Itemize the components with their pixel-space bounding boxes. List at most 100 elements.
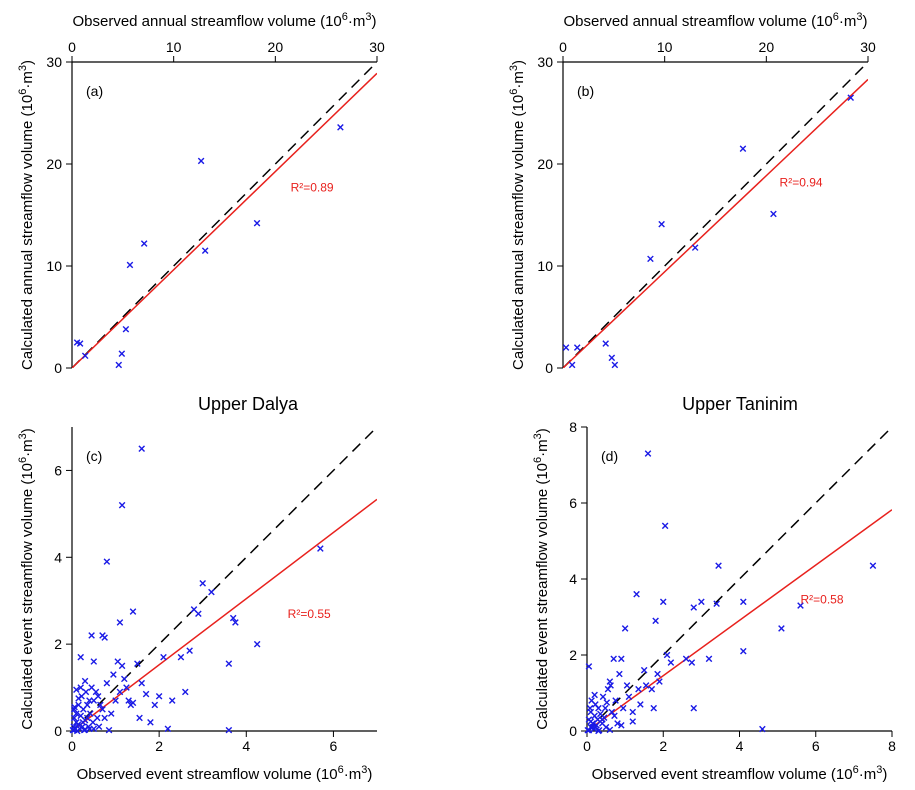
- x-tick-label: 0: [68, 39, 76, 55]
- xlabel-superscript: 6: [342, 11, 348, 23]
- xlabel-unit: ·m: [839, 13, 857, 30]
- data-point: [642, 682, 650, 689]
- data-point: [92, 688, 100, 696]
- data-point: [160, 653, 167, 661]
- data-point: [715, 562, 722, 569]
- xlabel-close: ): [863, 13, 868, 30]
- data-point: [635, 685, 642, 693]
- data-point: [76, 340, 84, 347]
- data-point: [587, 718, 595, 725]
- data-point: [147, 719, 154, 726]
- data-point: [110, 671, 117, 678]
- x-tick-label: 4: [736, 738, 744, 754]
- ylabel-unit: ·m: [19, 71, 36, 89]
- y-tick-label: 0: [54, 360, 62, 376]
- y-tick-label: 6: [54, 462, 62, 478]
- y-tick-label: 8: [569, 419, 577, 435]
- data-point: [232, 619, 239, 626]
- xlabel-unit-superscript: 3: [365, 11, 371, 23]
- data-point: [705, 655, 713, 663]
- x-tick-label: 10: [166, 39, 182, 55]
- data-point: [611, 361, 619, 369]
- x-tick-label: 20: [268, 39, 284, 55]
- data-point: [82, 688, 90, 696]
- panel-label: (d): [601, 448, 618, 464]
- data-point: [186, 647, 193, 654]
- data-point: [690, 704, 698, 712]
- data-point: [129, 699, 137, 707]
- data-point: [608, 354, 616, 362]
- data-point: [616, 670, 623, 678]
- data-point: [115, 361, 123, 369]
- data-point: [654, 670, 661, 678]
- r-squared-label: R²=0.55: [288, 607, 331, 621]
- data-point: [587, 723, 595, 731]
- x-tick-label: 0: [68, 738, 76, 754]
- data-point: [610, 655, 617, 663]
- panel-a: 0 10 20 30 0 10 20 30 Observed annual streamflow…: [17, 11, 385, 376]
- data-point: [201, 247, 209, 254]
- data-point: [107, 710, 115, 717]
- panel-label: (a): [86, 83, 103, 99]
- xlabel-unit: ·m: [348, 13, 366, 30]
- ylabel-close: ): [534, 428, 551, 433]
- x-axis-title: Observed annual streamflow volume (106·m…: [72, 11, 376, 30]
- data-point: [644, 450, 652, 457]
- y-tick-label: 6: [569, 495, 577, 511]
- data-point: [698, 598, 705, 606]
- data-point: [116, 688, 124, 696]
- ylabel-unit-superscript: 3: [532, 433, 544, 439]
- data-point: [229, 614, 237, 622]
- regression-line: [72, 498, 377, 731]
- data-point: [629, 708, 637, 716]
- data-point: [93, 714, 101, 722]
- data-point: [691, 244, 699, 251]
- data-point: [595, 727, 602, 735]
- ylabel-superscript: 6: [508, 89, 520, 95]
- xlabel-unit-superscript: 3: [856, 11, 862, 23]
- data-point: [118, 350, 126, 358]
- data-point: [253, 219, 261, 227]
- data-point: [112, 697, 119, 704]
- data-point: [740, 598, 747, 606]
- data-point: [633, 590, 640, 598]
- data-point: [120, 675, 128, 683]
- regression-line: [563, 78, 868, 368]
- x-tick-label: 10: [657, 39, 673, 55]
- data-point: [585, 663, 593, 670]
- data-point: [797, 602, 804, 609]
- data-point: [608, 708, 616, 716]
- data-point: [73, 710, 80, 717]
- data-point: [599, 693, 607, 701]
- xlabel-close: ): [372, 13, 377, 30]
- y-axis-title: Calculated event streamflow volume (106·…: [532, 428, 551, 730]
- data-point: [663, 651, 671, 659]
- xlabel-superscript: 6: [833, 11, 839, 23]
- data-point: [138, 679, 146, 687]
- data-point: [595, 704, 602, 712]
- xlabel-text: Observed annual streamflow volume (10: [72, 13, 341, 30]
- data-point: [77, 653, 85, 661]
- ylabel-text: Calculated annual streamflow volume (10: [510, 95, 527, 370]
- heading-upper-dalya: Upper Dalya: [198, 394, 299, 414]
- data-point: [197, 157, 205, 165]
- x-tick-label: 30: [860, 39, 876, 55]
- data-point: [129, 608, 137, 615]
- data-point: [73, 686, 80, 694]
- data-point: [118, 501, 126, 509]
- y-tick-label: 30: [46, 54, 62, 70]
- ylabel-text: Calculated event streamflow volume (10: [534, 463, 551, 730]
- y-axis-title: Calculated annual streamflow volume (106…: [508, 60, 527, 370]
- data-point: [847, 94, 855, 101]
- data-point: [604, 685, 612, 693]
- ylabel-unit: ·m: [534, 439, 551, 457]
- panel-b: 0 10 20 30 0 10 20 30 Observed annual streamflow…: [508, 11, 876, 376]
- data-point: [168, 697, 176, 704]
- data-point: [759, 725, 766, 733]
- data-point: [658, 220, 665, 228]
- data-point: [151, 701, 159, 709]
- panel-label: (b): [577, 83, 594, 99]
- xlabel-text: Observed annual streamflow volume (10: [563, 13, 832, 30]
